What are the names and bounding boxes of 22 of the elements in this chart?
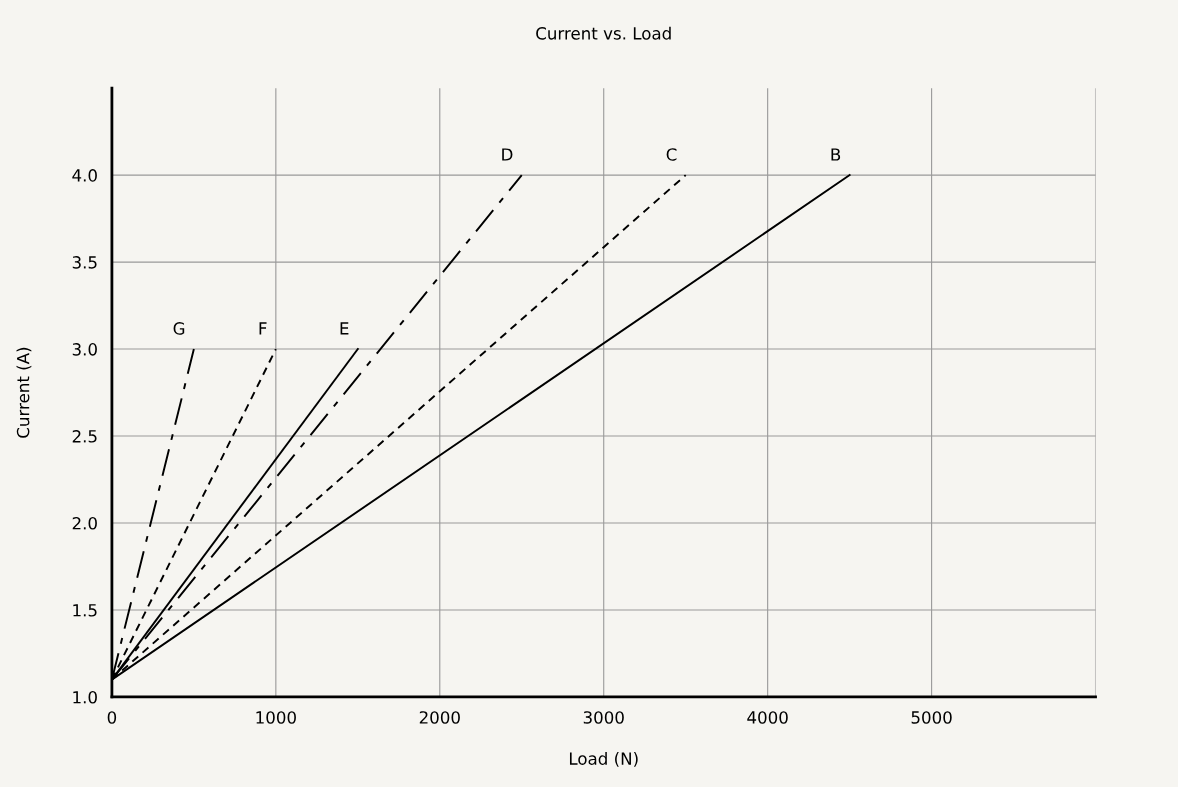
x-tick-label: 0 xyxy=(107,711,117,724)
x-tick-label: 4000 xyxy=(747,711,788,724)
y-tick-label: 1.0 xyxy=(73,690,97,704)
x-axis-title: Load (N) xyxy=(569,751,638,767)
series-label: D xyxy=(502,148,513,161)
y-tick-label: 3.5 xyxy=(72,256,97,269)
y-tick-label: 2.5 xyxy=(72,430,97,443)
y-tick-label: 2.0 xyxy=(72,516,97,530)
y-tick-label: 3.0 xyxy=(72,343,97,356)
series-label: B xyxy=(831,148,841,161)
x-tick-label: 3000 xyxy=(583,711,624,724)
y-tick-label: 4.0 xyxy=(72,169,97,182)
x-tick-label: 5000 xyxy=(911,711,952,724)
series-label: C xyxy=(666,148,677,161)
chart-title: Current vs. Load xyxy=(536,26,671,40)
y-axis-title: Current (A) xyxy=(16,347,32,438)
series-label: G xyxy=(173,322,185,335)
x-tick-label: 1000 xyxy=(256,711,296,724)
series-label: F xyxy=(259,322,267,335)
series-label: E xyxy=(340,322,349,335)
y-tick-label: 1.5 xyxy=(73,604,97,617)
x-tick-label: 2000 xyxy=(419,711,460,724)
